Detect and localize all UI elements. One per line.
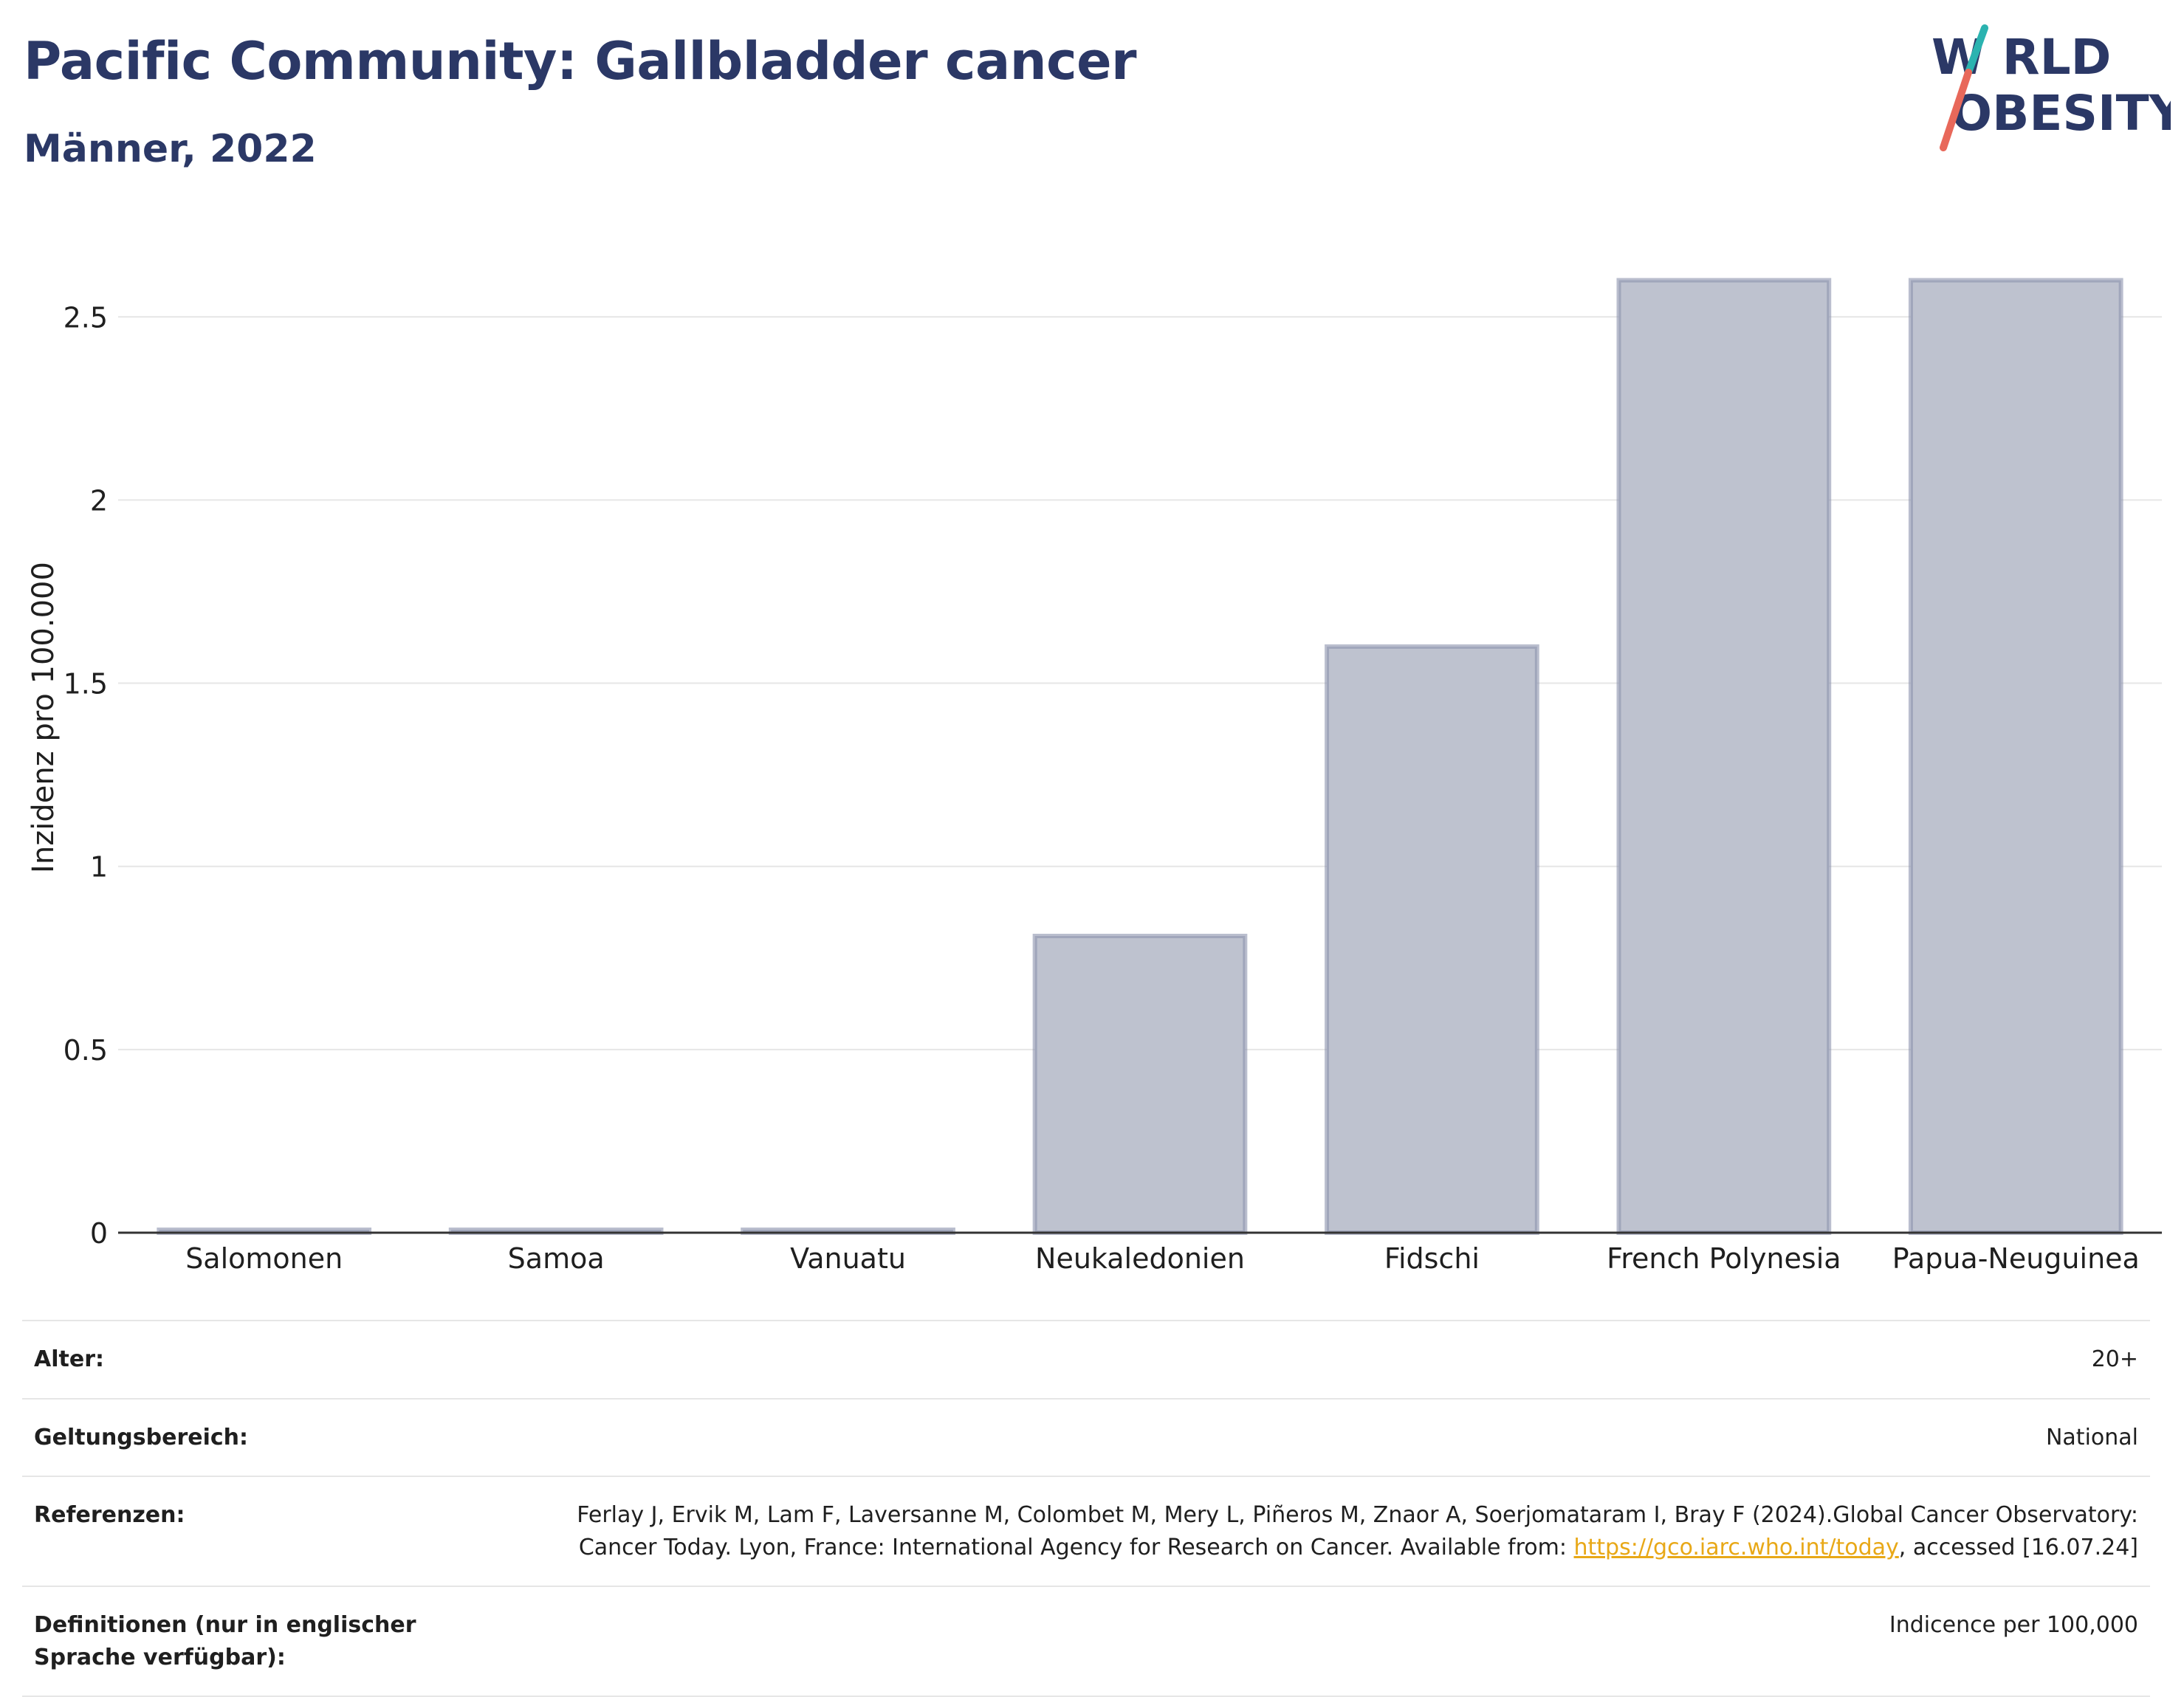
x-axis-labels: Salomonen Samoa Vanuatu Neukaledonien Fidsch…	[185, 1242, 2140, 1275]
bar[interactable]	[1616, 278, 1832, 1235]
bar[interactable]	[1325, 644, 1539, 1235]
y-tick-label: 0	[90, 1217, 108, 1250]
info-row-age: Alter: 20+	[22, 1320, 2150, 1400]
reference-link[interactable]: https://gco.iarc.who.int/today	[1573, 1534, 1899, 1560]
info-label-definitions: Definitionen (nur in englischer Sprache …	[22, 1586, 518, 1697]
info-label-age: Alter:	[22, 1320, 518, 1400]
x-tick-label: Neukaledonien	[1035, 1242, 1245, 1275]
info-row-definitions: Definitionen (nur in englischer Sprache …	[22, 1586, 2150, 1697]
info-row-scope: Geltungsbereich: National	[22, 1397, 2150, 1477]
reference-text: Ferlay J, Ervik M, Lam F, Laversanne M, …	[577, 1502, 2138, 1560]
y-tick-label: 0.5	[63, 1034, 108, 1067]
y-tick-label: 2.5	[63, 301, 108, 334]
logo-line2: OBESITY	[1951, 85, 2171, 142]
info-row-references: Referenzen: Ferlay J, Ervik M, Lam F, La…	[22, 1476, 2150, 1587]
y-axis-label: Inzidenz pro 100.000	[27, 562, 61, 873]
bar[interactable]	[1032, 934, 1248, 1235]
info-value-references: Ferlay J, Ervik M, Lam F, Laversanne M, …	[518, 1476, 2150, 1587]
info-value-scope: National	[518, 1397, 2150, 1477]
info-value-definitions: Indicence per 100,000	[518, 1586, 2150, 1697]
info-table: Alter: 20+ Geltungsbereich: National Ref…	[22, 1320, 2150, 1697]
logo-slash-top	[1965, 24, 1988, 76]
logo-slash-bottom	[1940, 69, 1972, 151]
info-label-references: Referenzen:	[22, 1476, 518, 1587]
x-tick-label: Fidschi	[1384, 1242, 1480, 1275]
x-tick-label: Papua-Neuguinea	[1892, 1242, 2140, 1275]
reference-accessed: , accessed [16.07.24]	[1898, 1534, 2138, 1560]
x-tick-label: French Polynesia	[1607, 1242, 1841, 1275]
x-tick-label: Samoa	[508, 1242, 605, 1275]
bar[interactable]	[1908, 278, 2123, 1235]
y-tick-label: 2	[90, 484, 108, 517]
bar-chart: 0 0.5 1 1.5 2 2.5 Salomonen Samoa Vanuatu Neukal…	[27, 278, 2162, 1275]
x-tick-label: Vanuatu	[790, 1242, 906, 1275]
info-value-age: 20+	[518, 1320, 2150, 1400]
bars	[157, 278, 2123, 1235]
world-obesity-logo: W RLD OBESITY	[1931, 24, 2171, 151]
y-axis-ticks: 0 0.5 1 1.5 2 2.5	[63, 301, 108, 1250]
info-label-scope: Geltungsbereich:	[22, 1397, 518, 1477]
y-tick-label: 1.5	[63, 668, 108, 701]
chart-title: Pacific Community: Gallbladder cancer	[24, 31, 1137, 92]
x-tick-label: Salomonen	[185, 1242, 343, 1275]
logo-line1: W RLD	[1931, 29, 2111, 86]
y-tick-label: 1	[90, 851, 108, 884]
chart-subtitle: Männer, 2022	[24, 127, 317, 171]
